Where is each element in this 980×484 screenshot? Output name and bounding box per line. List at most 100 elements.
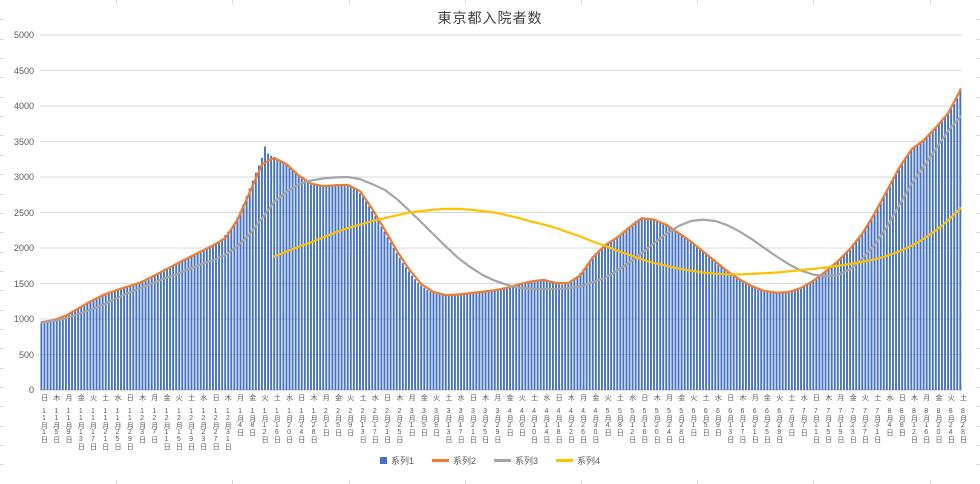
sheet-gridline-stub <box>232 0 233 4</box>
bar <box>193 254 196 390</box>
bar-series-swatch-icon <box>379 457 387 464</box>
bar <box>858 237 861 390</box>
bar <box>493 290 496 390</box>
bar <box>496 289 499 390</box>
bar <box>441 295 444 390</box>
sheet-gridline-stub <box>0 290 4 291</box>
bar <box>166 268 168 390</box>
bar <box>622 232 625 390</box>
bar <box>52 320 55 390</box>
x-axis-label: 火 8月24日 <box>947 394 955 443</box>
bar <box>695 246 698 390</box>
x-axis-label: 土 4月10日 <box>530 394 538 443</box>
bar <box>303 180 306 390</box>
sheet-gridline-stub <box>930 0 931 4</box>
bar <box>662 223 665 390</box>
bar <box>169 267 171 390</box>
bar <box>882 196 885 390</box>
bar <box>420 285 423 390</box>
sheet-gridline-stub <box>976 387 980 388</box>
bar <box>380 226 383 390</box>
bar <box>772 292 775 390</box>
bar <box>653 219 655 390</box>
bar <box>827 268 830 390</box>
bar <box>411 275 413 390</box>
bar <box>98 296 101 390</box>
bar <box>404 267 407 390</box>
bar <box>260 157 263 390</box>
bar <box>793 290 796 390</box>
bar <box>499 288 502 390</box>
bar <box>803 286 806 390</box>
bar <box>172 265 175 391</box>
x-axis-label: 木 3月25日 <box>481 394 489 443</box>
bar <box>533 280 536 390</box>
sheet-gridline-stub <box>0 464 4 465</box>
bar <box>270 155 273 390</box>
bar <box>717 264 720 390</box>
x-axis-label: 土 7月31日 <box>873 394 881 443</box>
bar <box>919 142 922 390</box>
bar <box>757 288 760 390</box>
bar <box>846 251 848 390</box>
sheet-gridline-stub <box>0 232 4 233</box>
bar <box>68 314 70 390</box>
sheet-gridline-stub <box>232 480 233 484</box>
bar <box>359 193 361 390</box>
bar <box>582 269 585 390</box>
y-axis-label: 5000 <box>13 30 34 40</box>
bar <box>273 157 276 390</box>
bar <box>800 287 802 390</box>
bar <box>337 184 340 390</box>
x-axis-label: 土 6月5日 <box>702 394 710 436</box>
bar <box>239 211 242 390</box>
x-axis-label: 日 1月24日 <box>297 394 305 443</box>
bar <box>677 233 680 390</box>
sheet-gridline-stub <box>697 0 698 4</box>
bar <box>910 149 913 390</box>
bar <box>821 273 824 390</box>
bar <box>230 228 233 390</box>
bar <box>316 185 319 390</box>
bar <box>751 286 753 390</box>
sheet-gridline-stub <box>0 252 4 253</box>
bar <box>392 248 395 390</box>
bar <box>150 277 153 390</box>
x-axis-label: 土 7月3日 <box>787 394 795 436</box>
bar <box>527 281 530 390</box>
bar <box>711 259 714 390</box>
bar <box>833 264 836 390</box>
x-axis-label: 金 11月13日 <box>77 394 85 450</box>
bar <box>104 293 107 390</box>
sheet-gridline-stub <box>976 194 980 195</box>
bar <box>934 127 937 391</box>
bar <box>607 243 610 390</box>
sheet-gridline-stub <box>581 480 582 484</box>
bar <box>242 204 245 390</box>
sheet-gridline-stub <box>976 290 980 291</box>
bar <box>506 287 508 390</box>
sheet-gridline-stub <box>0 426 4 427</box>
bar <box>625 229 628 390</box>
bar <box>692 244 695 390</box>
bar <box>950 108 953 391</box>
bar <box>536 279 539 390</box>
sheet-gridline-stub <box>976 252 980 253</box>
bar <box>95 297 98 390</box>
bar <box>741 281 744 390</box>
bar <box>438 294 441 390</box>
x-axis-label: 月 4月26日 <box>579 394 587 443</box>
bar <box>947 113 950 390</box>
bar <box>205 248 208 390</box>
bar <box>524 282 527 390</box>
bar <box>175 264 178 390</box>
bar <box>117 289 119 390</box>
x-axis-label: 日 8月8日 <box>898 394 906 436</box>
bar <box>138 282 141 390</box>
bar <box>913 146 916 390</box>
sheet-gridline-stub <box>976 445 980 446</box>
bar <box>870 218 873 390</box>
x-axis-label: 火 6月29日 <box>775 394 783 443</box>
bar <box>680 235 683 390</box>
bar <box>61 316 64 390</box>
